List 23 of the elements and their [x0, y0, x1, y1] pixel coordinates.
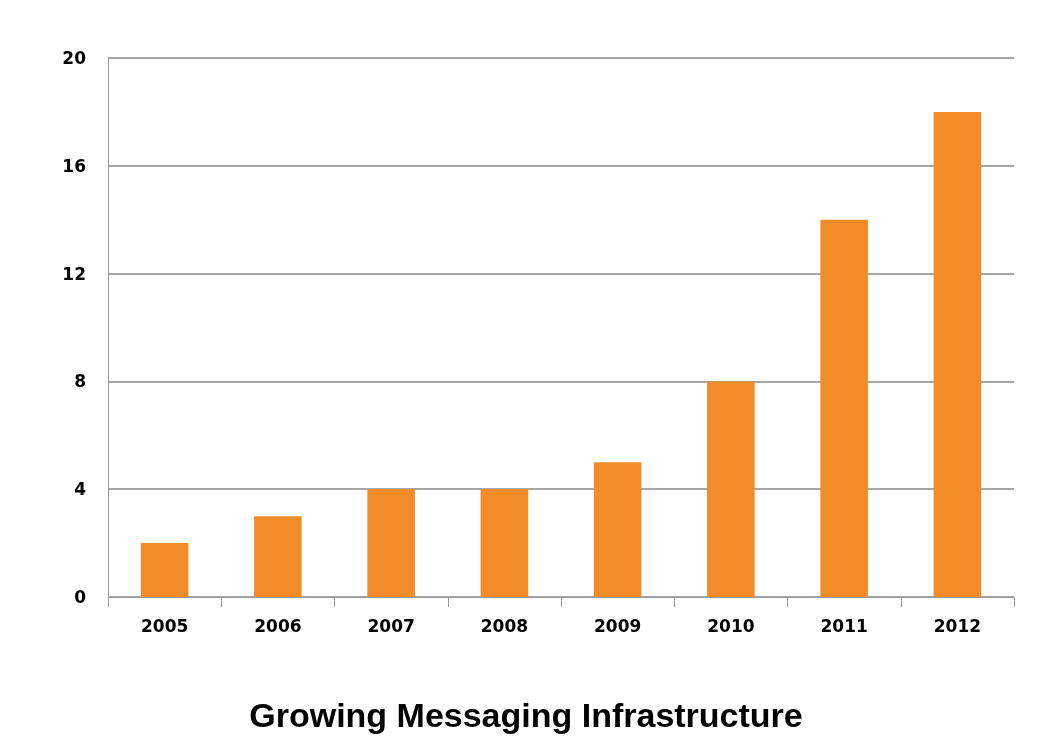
x-tick-label: 2011: [820, 615, 868, 636]
x-tick-label: 2010: [707, 615, 755, 636]
y-tick-label: 0: [74, 587, 87, 607]
y-tick-label: 4: [74, 479, 87, 500]
bar: [707, 381, 755, 597]
y-tick-label: 12: [62, 263, 86, 284]
bar: [367, 489, 415, 597]
x-tick-label: 2005: [140, 615, 189, 636]
x-tick-label: 2012: [933, 615, 982, 636]
bar: [820, 219, 868, 597]
x-tick-label: 2008: [480, 615, 529, 636]
x-tick-label: 2007: [367, 615, 415, 636]
bar: [140, 543, 189, 597]
bar: [480, 489, 529, 597]
y-tick-label: 20: [62, 48, 87, 68]
bar: [593, 462, 642, 597]
y-tick-label: 16: [62, 155, 86, 176]
x-tick-label: 2006: [254, 615, 302, 636]
bar: [933, 111, 982, 597]
y-tick-label: 8: [74, 371, 86, 392]
bar: [254, 516, 302, 597]
text: Growing Messaging Infrastructure: [249, 696, 803, 734]
x-tick-label: 2009: [593, 615, 642, 636]
